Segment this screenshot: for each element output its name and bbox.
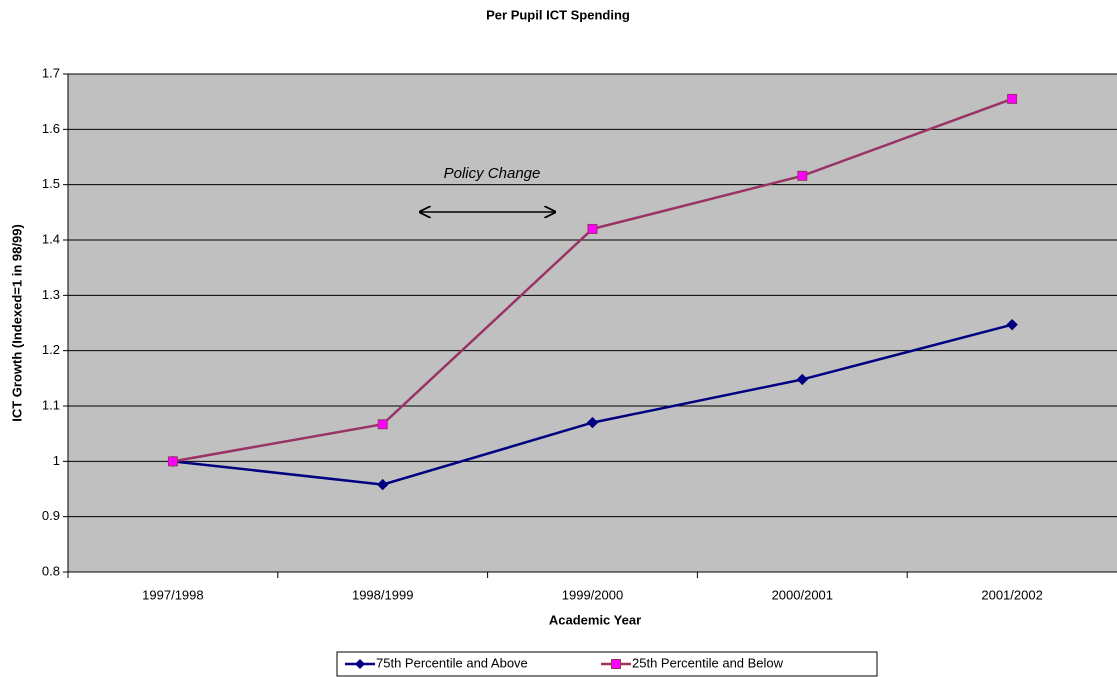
marker xyxy=(377,419,388,430)
y-tick-label: 1.6 xyxy=(42,121,60,136)
y-tick-label: 1.7 xyxy=(42,65,60,80)
x-tick-label: 1999/2000 xyxy=(562,587,623,602)
plot-area xyxy=(68,74,1117,572)
plot-background xyxy=(68,74,1117,572)
marker xyxy=(167,456,178,467)
annotation: Policy Change xyxy=(444,165,541,182)
y-tick-label: 1.3 xyxy=(42,287,60,302)
y-tick-label: 1.5 xyxy=(42,176,60,191)
legend-label: 75th Percentile and Above xyxy=(376,655,528,670)
legend-label: 25th Percentile and Below xyxy=(632,655,784,670)
y-axis-title: ICT Growth (Indexed=1 in 98/99) xyxy=(9,224,24,422)
marker xyxy=(797,170,808,181)
y-tick-label: 1.4 xyxy=(42,231,60,246)
marker xyxy=(587,223,598,234)
y-tick-label: 1.1 xyxy=(42,397,60,412)
x-axis-title: Academic Year xyxy=(549,612,641,627)
marker xyxy=(1006,318,1018,331)
marker xyxy=(1007,93,1018,104)
legend-marker xyxy=(611,659,621,669)
y-tick-label: 1.2 xyxy=(42,342,60,357)
x-tick-label: 1998/1999 xyxy=(352,587,413,602)
chart-title: Per Pupil ICT Spending xyxy=(486,7,630,22)
y-tick-label: 0.8 xyxy=(42,563,60,578)
x-tick-label: 2000/2001 xyxy=(772,587,833,602)
legend-marker xyxy=(355,659,365,669)
marker xyxy=(796,373,809,386)
marker xyxy=(376,478,389,491)
y-tick-label: 0.9 xyxy=(42,508,60,523)
x-tick-label: 2001/2002 xyxy=(981,587,1042,602)
y-tick-label: 1 xyxy=(53,453,60,468)
marker xyxy=(586,416,599,429)
x-tick-label: 1997/1998 xyxy=(142,587,203,602)
